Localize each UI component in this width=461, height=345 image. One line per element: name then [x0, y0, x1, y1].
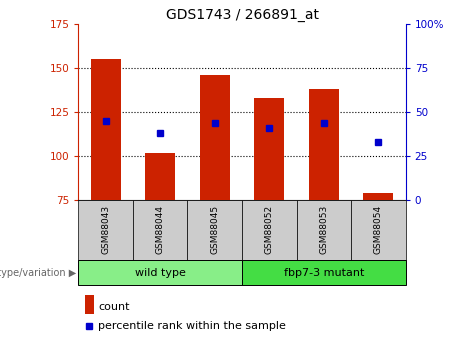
Title: GDS1743 / 266891_at: GDS1743 / 266891_at	[165, 8, 319, 22]
Bar	[133, 200, 188, 260]
Bar	[351, 200, 406, 260]
Bar	[254, 98, 284, 200]
Bar	[363, 193, 393, 200]
Bar	[296, 200, 351, 260]
Text: GSM88044: GSM88044	[156, 205, 165, 254]
Text: percentile rank within the sample: percentile rank within the sample	[98, 321, 286, 331]
Text: GSM88043: GSM88043	[101, 205, 110, 254]
Bar	[145, 152, 175, 200]
Bar	[242, 200, 296, 260]
Bar	[91, 59, 121, 200]
Bar	[78, 260, 242, 285]
Text: GSM88054: GSM88054	[374, 205, 383, 254]
Bar	[242, 260, 406, 285]
Text: genotype/variation ▶: genotype/variation ▶	[0, 268, 77, 277]
Bar	[309, 89, 339, 200]
Bar	[78, 200, 133, 260]
Bar	[200, 75, 230, 200]
Text: GSM88045: GSM88045	[210, 205, 219, 254]
Text: GSM88052: GSM88052	[265, 205, 274, 254]
Text: count: count	[98, 302, 130, 312]
Text: wild type: wild type	[135, 268, 186, 277]
Text: GSM88053: GSM88053	[319, 205, 328, 254]
Bar	[188, 200, 242, 260]
Bar	[85, 295, 94, 314]
Text: fbp7-3 mutant: fbp7-3 mutant	[284, 268, 364, 277]
